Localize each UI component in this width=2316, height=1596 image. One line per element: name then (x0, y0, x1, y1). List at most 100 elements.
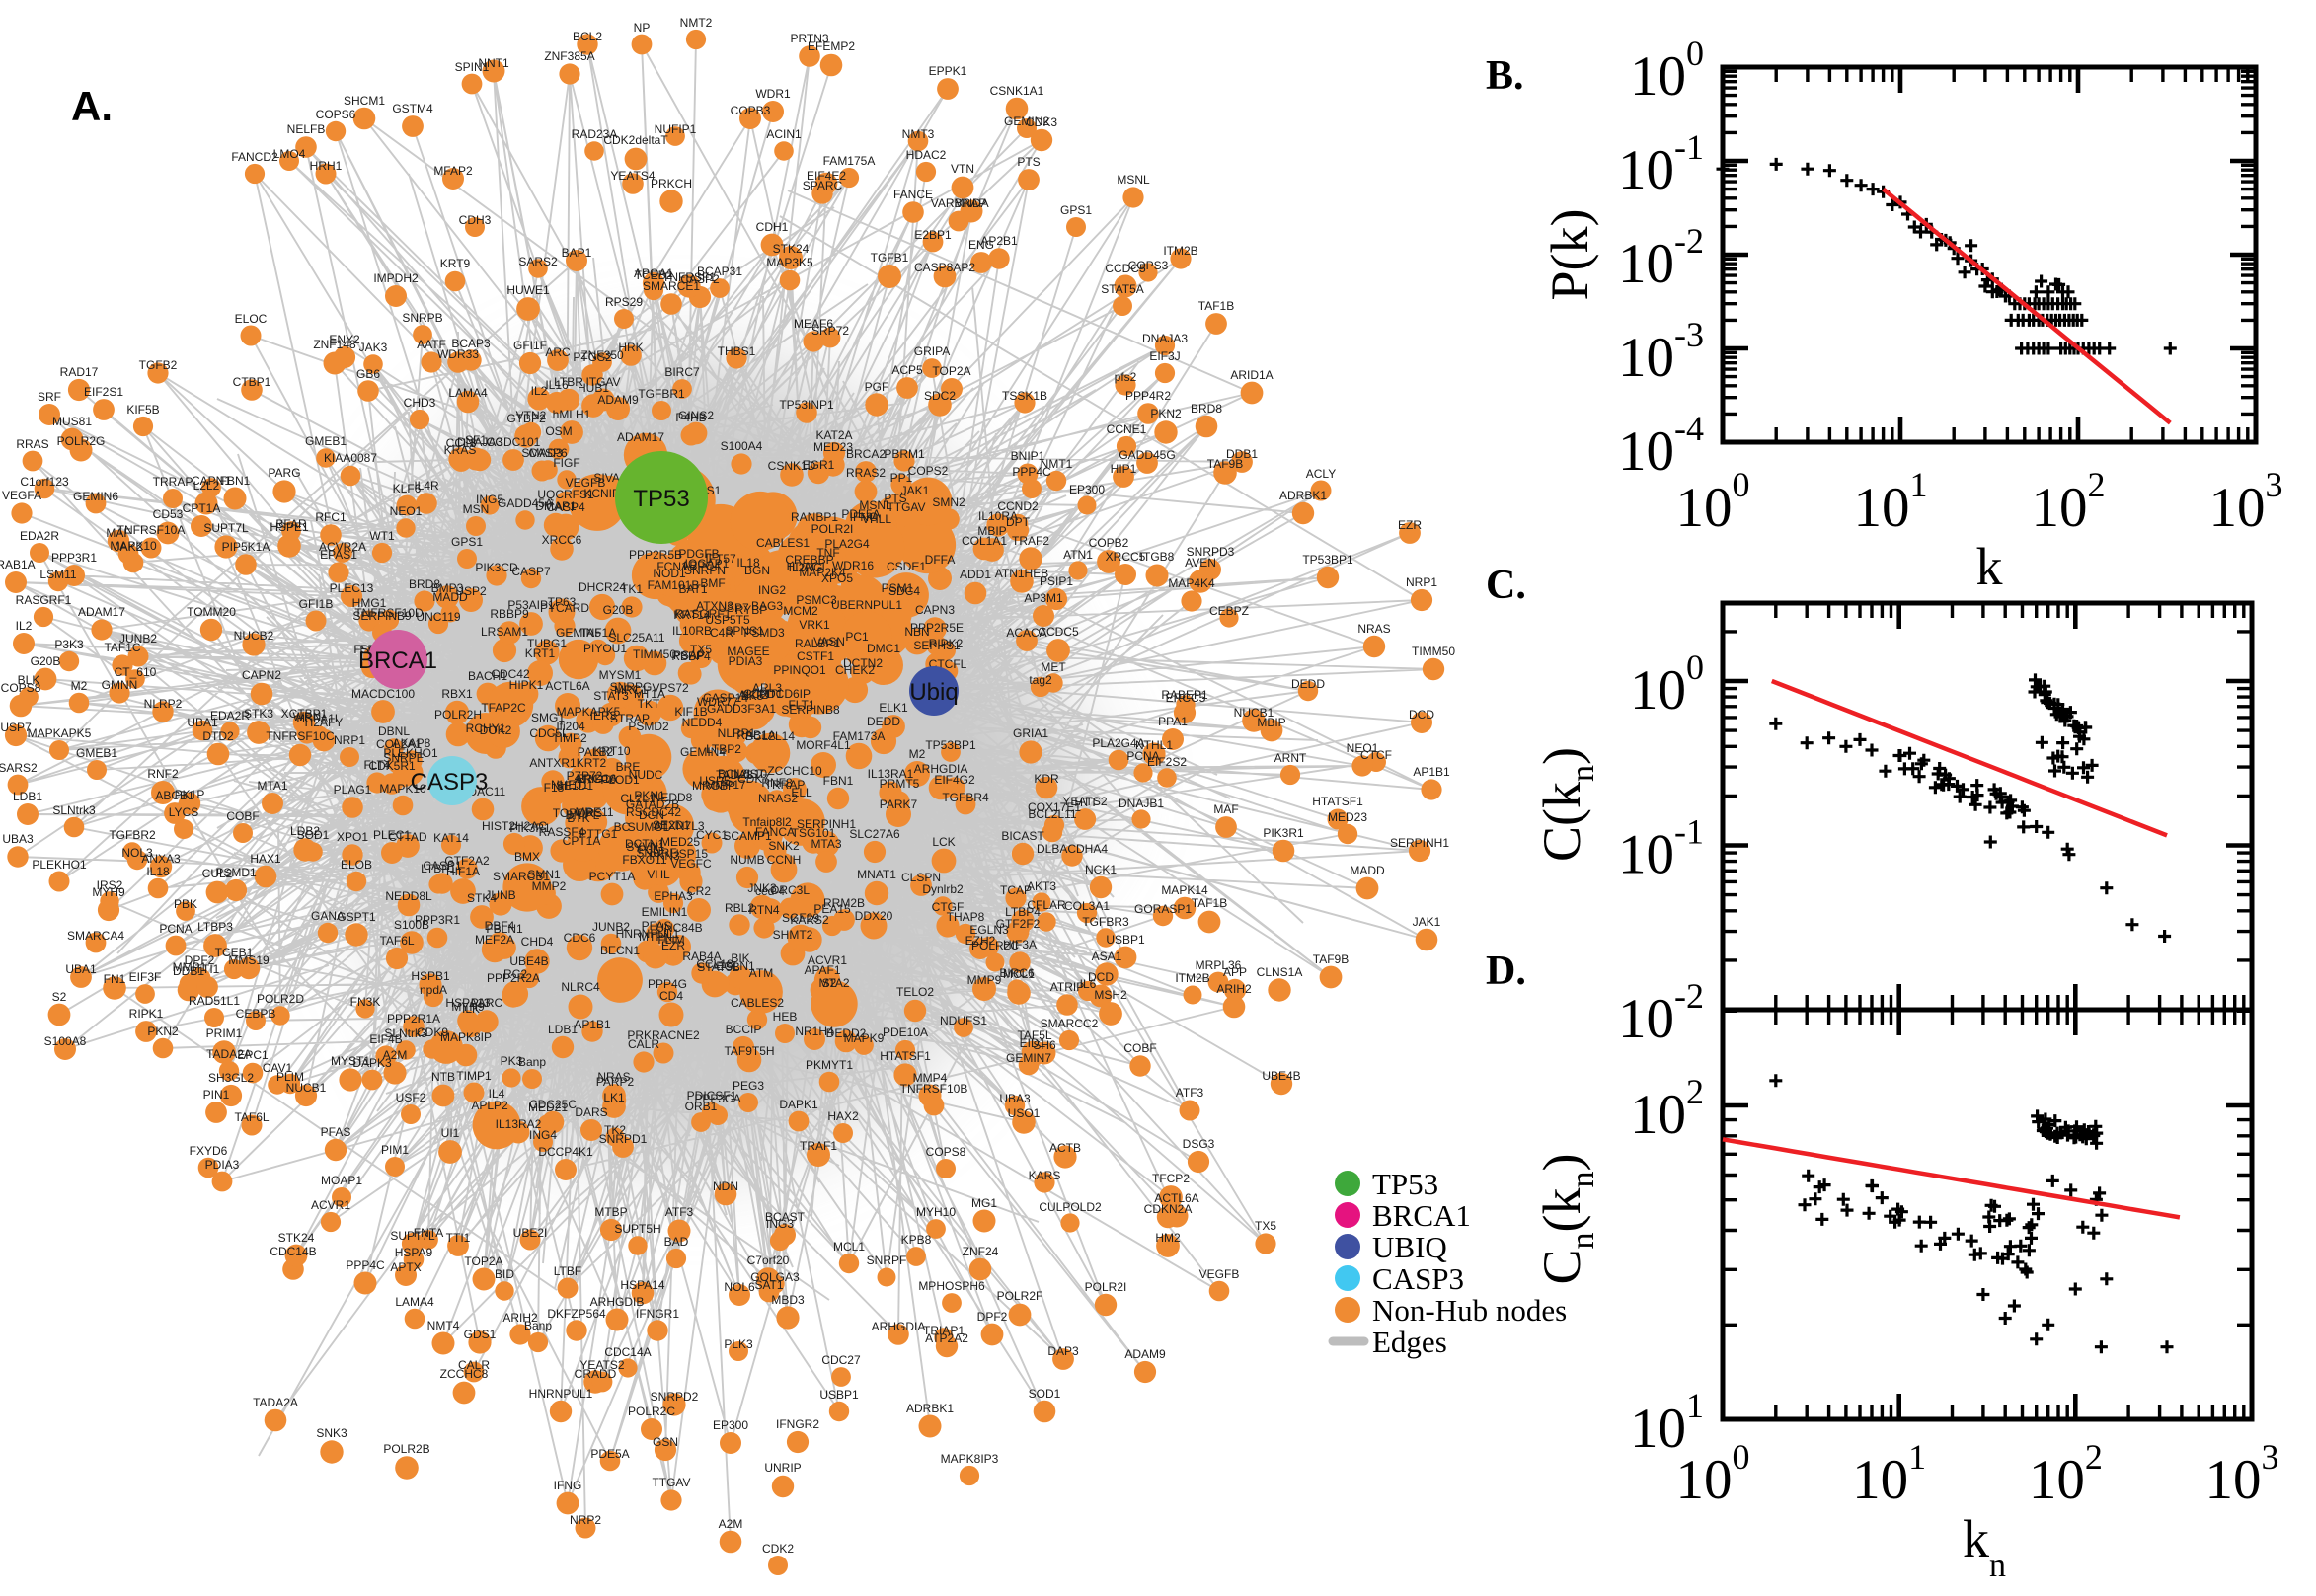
svg-text:RCHY1: RCHY1 (466, 722, 506, 735)
svg-text:NUDC: NUDC (629, 768, 663, 782)
svg-text:MEF2A: MEF2A (475, 933, 514, 947)
svg-text:EIF2S2: EIF2S2 (1147, 755, 1187, 769)
svg-text:TX5: TX5 (1255, 1219, 1276, 1233)
svg-text:NEO1: NEO1 (1347, 741, 1379, 755)
svg-text:MNAT1: MNAT1 (857, 868, 896, 881)
svg-text:PIP5K1A: PIP5K1A (222, 540, 270, 554)
svg-text:LDB1: LDB1 (548, 1023, 578, 1036)
svg-text:DSG3: DSG3 (1183, 1137, 1215, 1151)
svg-text:IL6ST: IL6ST (733, 767, 766, 781)
svg-text:ARC: ARC (545, 345, 571, 359)
svg-text:GATAD2B: GATAD2B (626, 798, 679, 811)
svg-text:Edges: Edges (1372, 1325, 1447, 1359)
svg-text:IL13RA1: IL13RA1 (868, 767, 914, 781)
svg-text:DPF2: DPF2 (185, 953, 215, 967)
svg-text:PBK: PBK (174, 897, 197, 911)
svg-text:FN1: FN1 (104, 972, 126, 986)
svg-text:CASP14: CASP14 (703, 691, 748, 705)
svg-text:ADRBK1: ADRBK1 (906, 1402, 954, 1415)
svg-text:PEA15: PEA15 (813, 902, 851, 916)
svg-text:RBBP9: RBBP9 (490, 607, 529, 621)
svg-text:UBA1: UBA1 (187, 716, 218, 729)
svg-text:NRP2: NRP2 (570, 1513, 601, 1527)
svg-text:HNRNPUL1: HNRNPUL1 (529, 1387, 593, 1401)
svg-text:VEGFB: VEGFB (566, 476, 606, 490)
svg-text:ABPC4: ABPC4 (681, 559, 721, 572)
svg-text:CSNK1D: CSNK1D (768, 459, 816, 473)
svg-text:DTD2: DTD2 (202, 729, 234, 743)
svg-text:S100B: S100B (394, 918, 429, 932)
svg-text:MNDA: MNDA (954, 196, 988, 210)
svg-text:ACTB: ACTB (1049, 1141, 1081, 1155)
svg-text:MRGBP: MRGBP (692, 779, 735, 793)
svg-text:PRKRACNE2: PRKRACNE2 (627, 1028, 700, 1042)
svg-text:THBS1: THBS1 (718, 344, 756, 358)
svg-text:IFNG: IFNG (850, 510, 879, 524)
svg-text:IL2: IL2 (16, 619, 33, 633)
svg-text:DAPK3: DAPK3 (352, 1056, 392, 1070)
svg-text:APAF1: APAF1 (804, 963, 840, 977)
svg-text:MAPKAPK5: MAPKAPK5 (557, 705, 621, 719)
svg-text:RC2: RC2 (503, 967, 527, 981)
svg-text:DNAJA3: DNAJA3 (1142, 332, 1188, 345)
svg-text:NOL3: NOL3 (121, 846, 153, 860)
svg-text:MOAP1: MOAP1 (321, 1174, 362, 1187)
svg-text:HUWE1: HUWE1 (506, 283, 550, 297)
svg-text:GSN: GSN (653, 1435, 678, 1449)
svg-text:BCL2L11: BCL2L11 (1028, 807, 1076, 821)
svg-text:ADRBK1: ADRBK1 (1279, 489, 1327, 502)
svg-text:CPT1A: CPT1A (563, 834, 601, 848)
svg-text:XRCC5: XRCC5 (1106, 550, 1146, 564)
svg-text:LDB2: LDB2 (290, 824, 320, 838)
svg-text:PLA2G4A: PLA2G4A (1092, 736, 1144, 750)
svg-text:STK24: STK24 (278, 1231, 315, 1245)
svg-text:TTGAV: TTGAV (652, 1476, 690, 1489)
svg-text:NDUFS1: NDUFS1 (940, 1014, 987, 1027)
svg-text:GMEB1: GMEB1 (76, 746, 117, 760)
svg-text:EIF2S1: EIF2S1 (84, 385, 123, 399)
svg-text:DCD: DCD (1409, 708, 1434, 722)
svg-text:BACH1: BACH1 (468, 669, 507, 683)
svg-text:BAP1: BAP1 (562, 246, 592, 260)
svg-text:CEBPZ: CEBPZ (1209, 604, 1249, 618)
svg-text:CCDC5: CCDC5 (1105, 262, 1146, 275)
svg-text:VTN2: VTN2 (516, 409, 547, 422)
svg-text:NR1H4: NR1H4 (795, 1025, 834, 1038)
svg-text:IRS2: IRS2 (97, 878, 123, 892)
svg-text:SHCM1: SHCM1 (344, 94, 385, 108)
svg-text:HEB: HEB (773, 1010, 798, 1024)
svg-text:POLR2H: POLR2H (434, 708, 482, 722)
svg-text:P(k): P(k) (1540, 209, 1599, 301)
svg-text:KRT9: KRT9 (440, 257, 471, 270)
svg-text:RFC1: RFC1 (315, 510, 347, 524)
svg-text:MAPK10: MAPK10 (110, 539, 157, 553)
svg-text:DKFZP564: DKFZP564 (547, 1307, 606, 1321)
svg-text:PPP3R1: PPP3R1 (51, 551, 97, 565)
svg-text:MYSM1: MYSM1 (599, 668, 642, 682)
svg-text:A.: A. (71, 83, 113, 129)
svg-text:MYH10: MYH10 (916, 1205, 956, 1219)
svg-text:EIF3J: EIF3J (1149, 349, 1180, 363)
svg-text:CPT1A: CPT1A (183, 501, 221, 515)
svg-text:FCN1: FCN1 (656, 560, 688, 573)
svg-text:G20B: G20B (603, 603, 634, 617)
svg-text:FBXO11: FBXO11 (622, 853, 666, 867)
svg-text:SNRPF: SNRPF (867, 1254, 907, 1267)
svg-text:NMT3: NMT3 (902, 127, 935, 141)
svg-text:STAT3: STAT3 (593, 689, 629, 703)
svg-text:EFEMP2: EFEMP2 (808, 39, 855, 53)
svg-text:KDR: KDR (1034, 772, 1059, 786)
svg-text:HSPA9: HSPA9 (395, 1246, 433, 1259)
svg-text:DAPK1: DAPK1 (779, 1098, 818, 1111)
svg-text:DARS: DARS (575, 1105, 607, 1119)
svg-text:TOPORS: TOPORS (553, 806, 602, 820)
svg-text:CASP3: CASP3 (411, 769, 489, 796)
svg-text:ZCCHC10: ZCCHC10 (767, 764, 822, 778)
svg-text:SRF: SRF (38, 390, 61, 404)
svg-text:ACP5: ACP5 (891, 363, 923, 377)
svg-text:NEO1: NEO1 (390, 504, 423, 518)
svg-text:RASGRF1: RASGRF1 (675, 607, 732, 621)
svg-text:COPS6: COPS6 (316, 108, 356, 121)
svg-text:E2BP1: E2BP1 (914, 228, 952, 242)
svg-text:LTBP1: LTBP1 (421, 862, 456, 875)
